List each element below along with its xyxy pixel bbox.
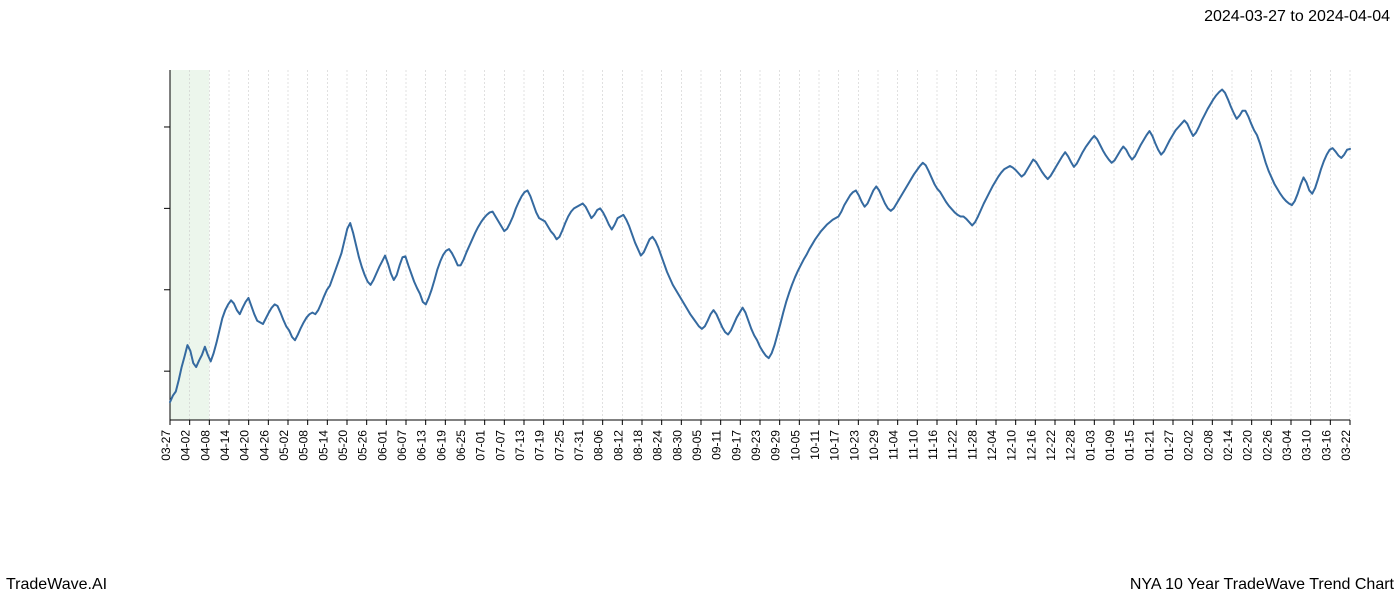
x-tick-label: 08-24	[651, 430, 665, 461]
x-tick-label: 01-21	[1142, 430, 1156, 461]
x-tick-label: 03-22	[1339, 430, 1353, 461]
x-tick-label: 11-16	[926, 430, 940, 460]
x-tick-label: 11-28	[965, 430, 979, 460]
x-tick-label: 03-16	[1319, 430, 1333, 461]
x-tick-label: 07-25	[552, 430, 566, 461]
x-tick-label: 08-06	[592, 430, 606, 461]
x-tick-label: 06-25	[454, 430, 468, 461]
x-tick-label: 09-23	[749, 430, 763, 461]
x-tick-label: 07-07	[493, 430, 507, 461]
x-tick-label: 06-13	[415, 430, 429, 461]
x-tick-label: 12-16	[1024, 430, 1038, 461]
x-tick-label: 11-04	[887, 430, 901, 460]
x-tick-label: 03-10	[1300, 430, 1314, 461]
x-tick-label: 12-28	[1064, 430, 1078, 461]
x-tick-label: 01-03	[1083, 430, 1097, 461]
x-tick-label: 07-31	[572, 430, 586, 461]
x-tick-label: 01-09	[1103, 430, 1117, 461]
x-tick-label: 03-27	[160, 430, 173, 461]
trend-chart: 40.0%50.0%60.0%70.0%03-2704-0204-0804-14…	[160, 60, 1360, 490]
x-tick-label: 04-14	[218, 430, 232, 461]
x-tick-label: 09-29	[769, 430, 783, 461]
x-tick-label: 04-20	[238, 430, 252, 461]
x-tick-label: 09-05	[690, 430, 704, 461]
x-tick-label: 10-17	[828, 430, 842, 461]
x-tick-label: 02-26	[1260, 430, 1274, 461]
x-tick-label: 06-01	[375, 430, 389, 461]
x-tick-label: 02-08	[1201, 430, 1215, 461]
x-tick-label: 12-04	[985, 430, 999, 461]
x-tick-label: 11-10	[906, 430, 920, 460]
x-tick-label: 06-07	[395, 430, 409, 461]
brand-label: TradeWave.AI	[6, 576, 107, 594]
x-tick-label: 11-22	[946, 430, 960, 460]
x-tick-label: 05-26	[356, 430, 370, 461]
x-tick-label: 05-02	[277, 430, 291, 461]
x-tick-label: 10-11	[808, 430, 822, 460]
x-tick-label: 02-14	[1221, 430, 1235, 461]
x-tick-label: 05-08	[297, 430, 311, 461]
x-tick-label: 08-30	[670, 430, 684, 461]
x-tick-label: 01-15	[1123, 430, 1137, 461]
x-tick-label: 07-19	[533, 430, 547, 461]
x-tick-label: 05-14	[316, 430, 330, 461]
x-tick-label: 10-23	[847, 430, 861, 461]
x-tick-label: 12-10	[1005, 430, 1019, 461]
x-tick-label: 09-17	[729, 430, 743, 461]
chart-title-label: NYA 10 Year TradeWave Trend Chart	[1130, 576, 1394, 594]
x-tick-label: 12-22	[1044, 430, 1058, 461]
x-tick-label: 04-26	[257, 430, 271, 461]
x-tick-label: 06-19	[434, 430, 448, 461]
x-tick-label: 02-20	[1241, 430, 1255, 461]
x-tick-label: 03-04	[1280, 430, 1294, 461]
x-tick-label: 08-12	[611, 430, 625, 461]
x-tick-label: 09-11	[710, 430, 724, 460]
x-tick-label: 07-13	[513, 430, 527, 461]
x-tick-label: 04-02	[179, 430, 193, 461]
x-tick-label: 07-01	[474, 430, 488, 461]
x-tick-label: 10-29	[867, 430, 881, 461]
x-tick-label: 10-05	[788, 430, 802, 461]
x-tick-label: 05-20	[336, 430, 350, 461]
date-range-label: 2024-03-27 to 2024-04-04	[1204, 8, 1390, 26]
x-tick-label: 01-27	[1162, 430, 1176, 461]
x-tick-label: 02-02	[1182, 430, 1196, 461]
x-tick-label: 08-18	[631, 430, 645, 461]
x-tick-label: 04-08	[198, 430, 212, 461]
